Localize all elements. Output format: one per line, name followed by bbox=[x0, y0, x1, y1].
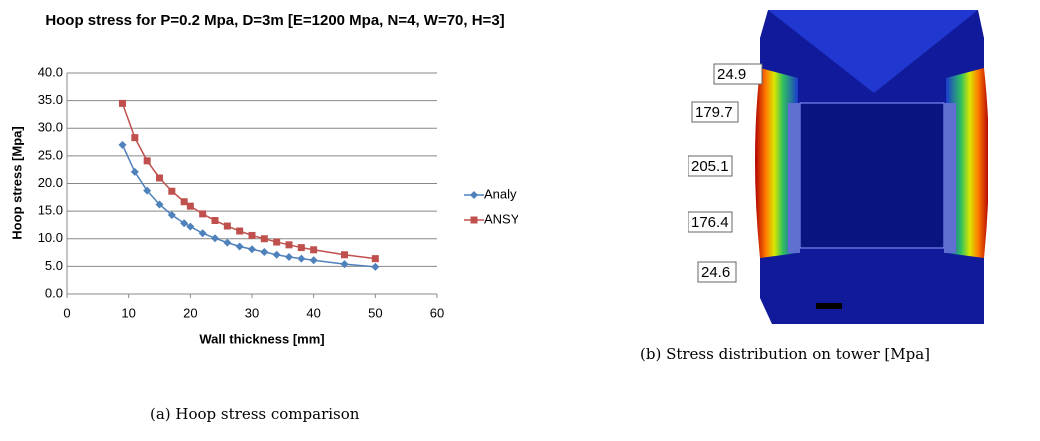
data-point bbox=[261, 235, 268, 242]
y-tick-label: 25.0 bbox=[38, 147, 63, 162]
data-point bbox=[236, 228, 243, 235]
data-point bbox=[297, 255, 305, 263]
data-point bbox=[273, 239, 280, 246]
data-point bbox=[286, 241, 293, 248]
data-point bbox=[249, 232, 256, 239]
data-point bbox=[212, 217, 219, 224]
stress-label: 205.1 bbox=[691, 158, 729, 175]
y-tick-label: 20.0 bbox=[38, 175, 63, 190]
data-point bbox=[119, 100, 126, 107]
data-point bbox=[131, 168, 139, 176]
y-tick-label: 15.0 bbox=[38, 203, 63, 218]
data-point bbox=[341, 251, 348, 258]
data-point bbox=[298, 244, 305, 251]
data-point bbox=[223, 239, 231, 247]
caption-b: (b) Stress distribution on tower [Mpa] bbox=[640, 345, 930, 363]
data-point bbox=[341, 260, 349, 268]
stress-label: 179.7 bbox=[695, 104, 733, 121]
y-tick-label: 5.0 bbox=[45, 258, 63, 273]
legend-label: Analy bbox=[484, 186, 517, 201]
data-point bbox=[199, 229, 207, 237]
stress-label: 176.4 bbox=[691, 214, 729, 231]
y-tick-label: 30.0 bbox=[38, 120, 63, 135]
data-point bbox=[131, 134, 138, 141]
data-point bbox=[310, 246, 317, 253]
data-point bbox=[199, 210, 206, 217]
data-point bbox=[273, 251, 281, 259]
data-point bbox=[236, 242, 244, 250]
x-axis-label: Wall thickness [mm] bbox=[199, 331, 324, 346]
x-tick-label: 20 bbox=[183, 305, 197, 320]
data-point bbox=[187, 203, 194, 210]
data-point bbox=[156, 174, 163, 181]
x-tick-label: 50 bbox=[368, 305, 382, 320]
x-tick-label: 0 bbox=[63, 305, 70, 320]
x-tick-label: 40 bbox=[306, 305, 320, 320]
data-point bbox=[371, 263, 379, 271]
legend-marker bbox=[470, 191, 478, 199]
x-tick-label: 30 bbox=[245, 305, 259, 320]
data-point bbox=[168, 188, 175, 195]
data-point bbox=[260, 248, 268, 256]
data-point bbox=[224, 223, 231, 230]
stress-image: 24.9 179.7 205.1 176.4 24.6 bbox=[688, 8, 988, 328]
chart: Wall thickness [mm] Hoop stress [Mpa] 0.… bbox=[0, 0, 540, 360]
data-point bbox=[285, 253, 293, 261]
legend-label: ANSY bbox=[484, 211, 520, 226]
y-axis-label: Hoop stress [Mpa] bbox=[9, 126, 24, 239]
data-point bbox=[144, 157, 151, 164]
data-point bbox=[372, 255, 379, 262]
y-tick-label: 0.0 bbox=[45, 285, 63, 300]
caption-a: (a) Hoop stress comparison bbox=[150, 405, 359, 423]
data-point bbox=[211, 234, 219, 242]
y-tick-label: 40.0 bbox=[38, 64, 63, 79]
data-point bbox=[248, 245, 256, 253]
page: {"chart_data": {"type": "line", "title":… bbox=[0, 0, 1040, 441]
data-point bbox=[310, 256, 318, 264]
stress-label: 24.6 bbox=[701, 264, 730, 281]
x-tick-label: 10 bbox=[121, 305, 135, 320]
x-tick-label: 60 bbox=[430, 305, 444, 320]
stress-label: 24.9 bbox=[717, 66, 746, 83]
y-tick-label: 10.0 bbox=[38, 230, 63, 245]
y-tick-label: 35.0 bbox=[38, 92, 63, 107]
legend-marker bbox=[471, 217, 478, 224]
data-point bbox=[119, 141, 127, 149]
data-point bbox=[181, 198, 188, 205]
